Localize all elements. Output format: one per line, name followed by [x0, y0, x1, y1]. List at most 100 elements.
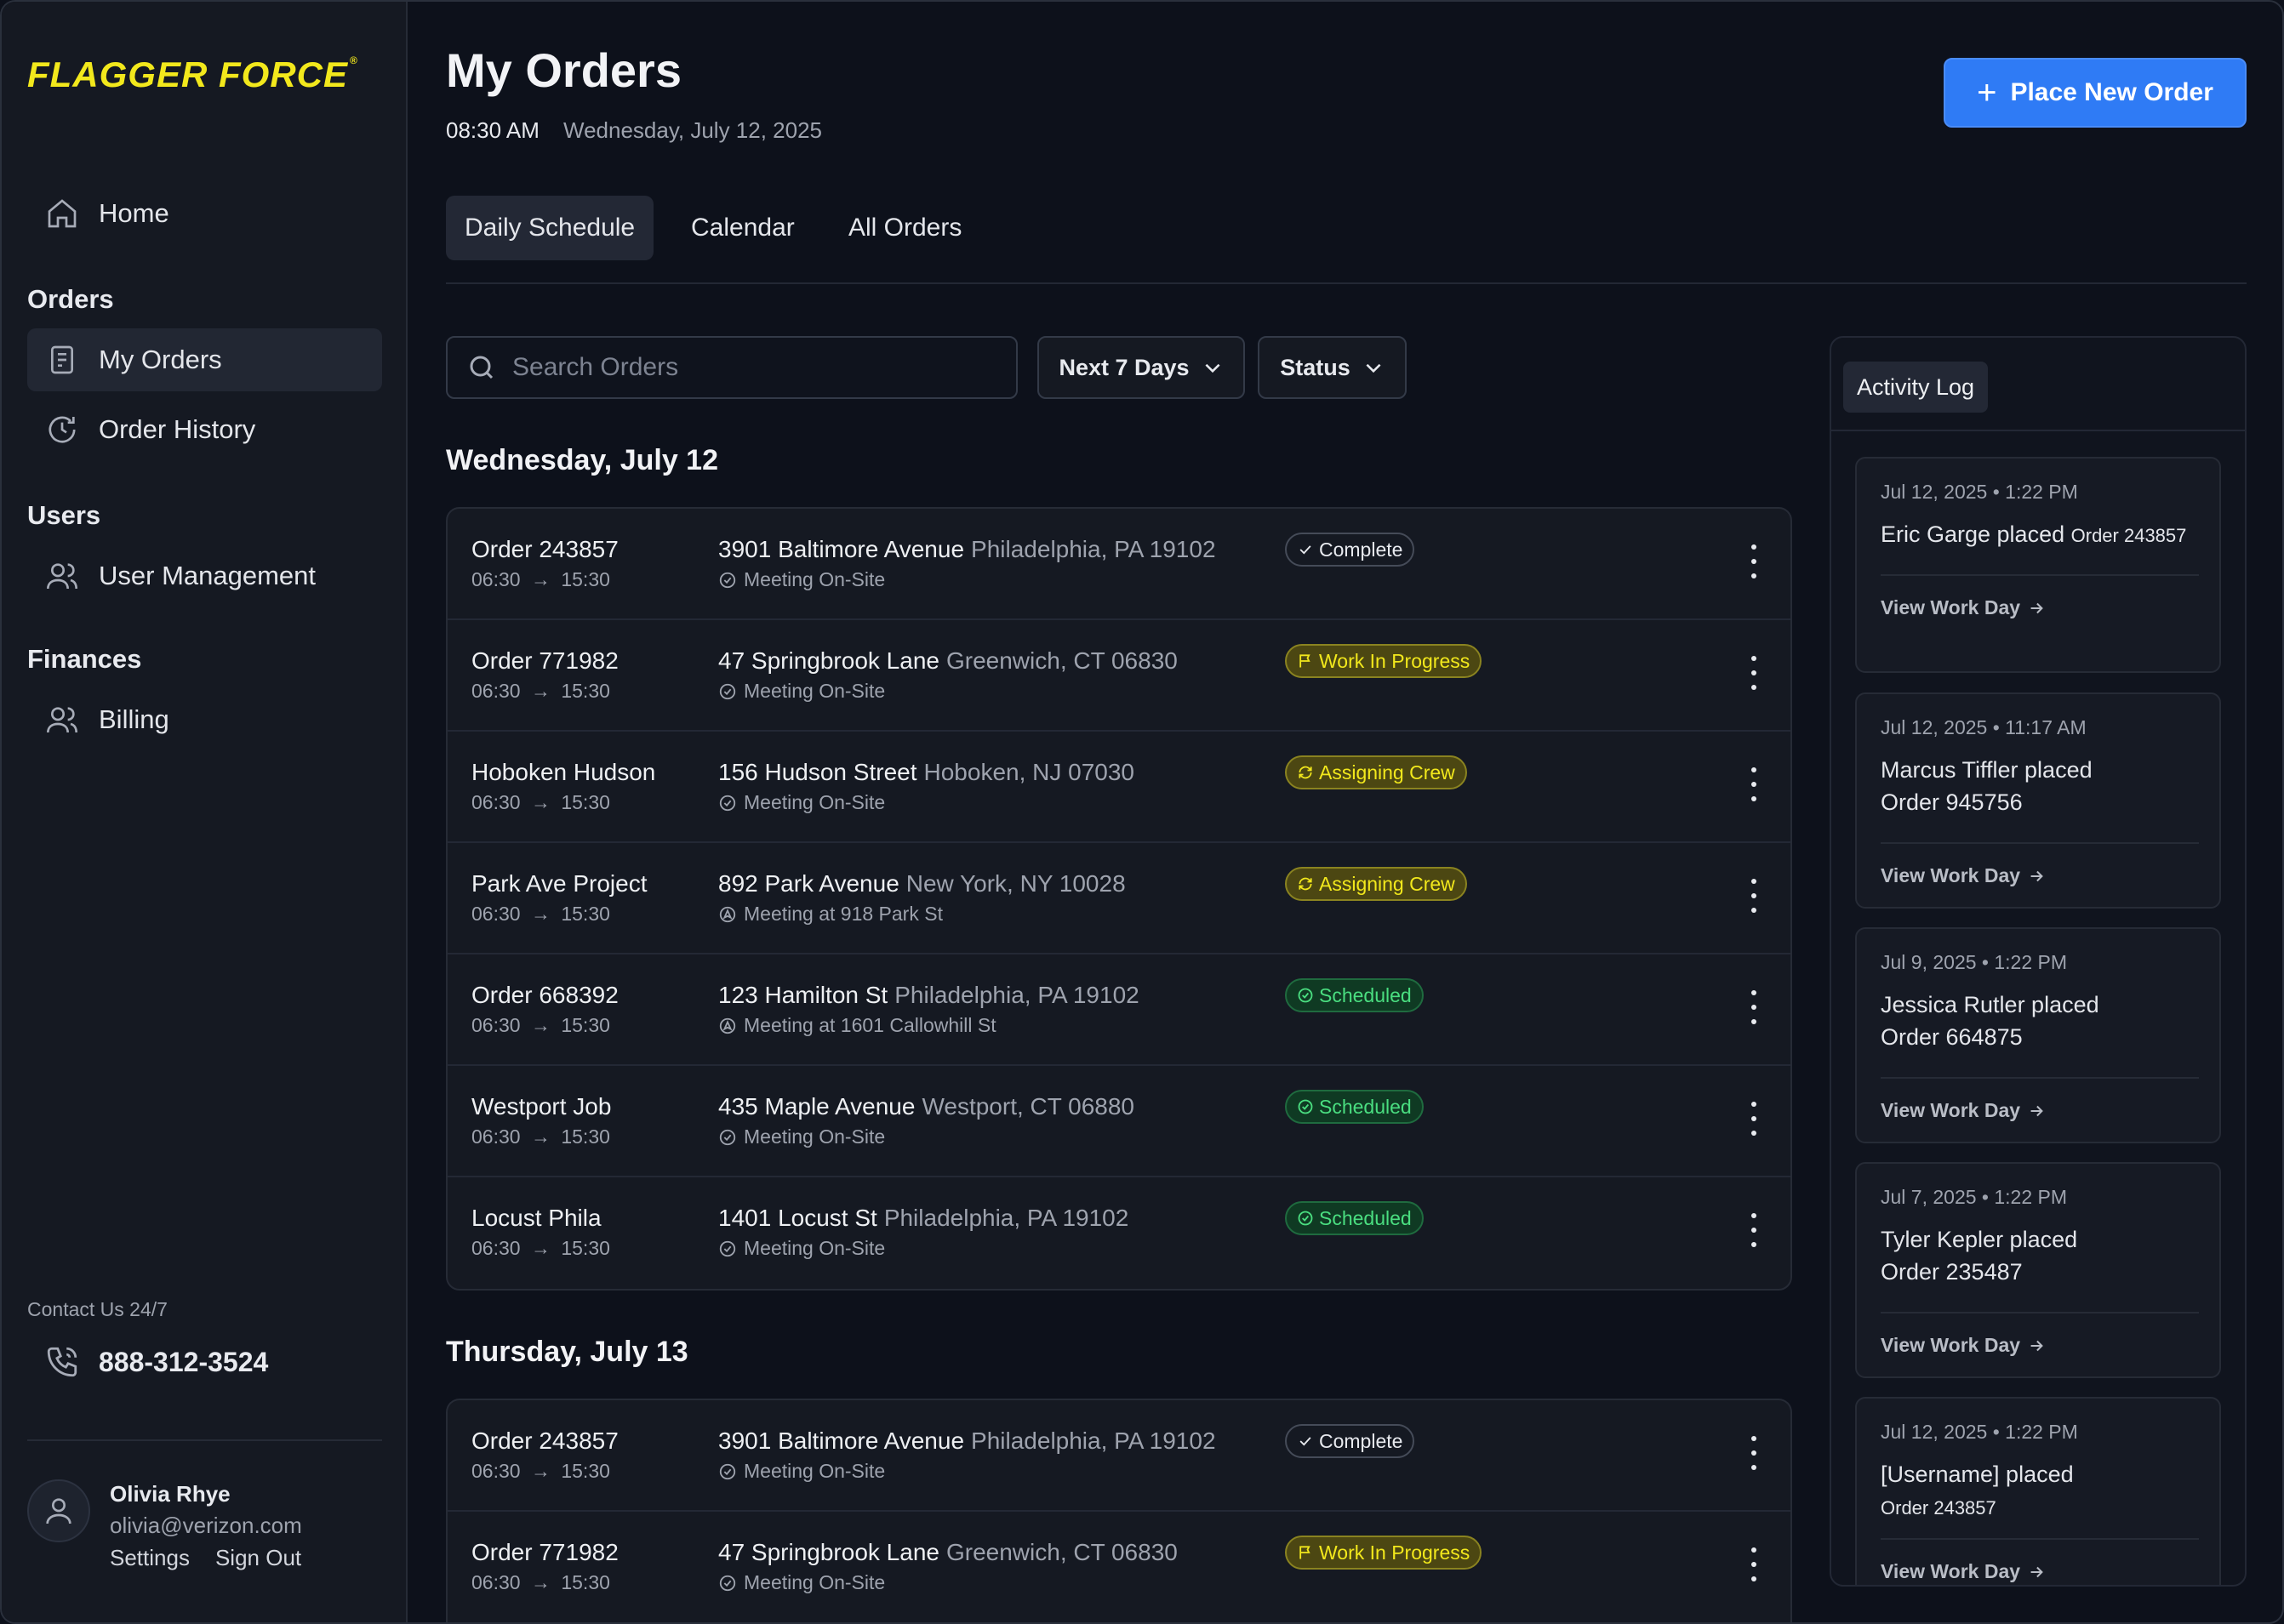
- more-options-icon[interactable]: [1741, 1436, 1767, 1470]
- status-dropdown[interactable]: Status: [1258, 336, 1407, 399]
- search-input[interactable]: [512, 353, 989, 382]
- view-work-day-link[interactable]: View Work Day: [1881, 596, 2046, 619]
- view-work-day-link[interactable]: View Work Day: [1881, 1334, 2046, 1357]
- end-time: 15:30: [561, 1014, 610, 1036]
- divider: [1881, 1312, 2199, 1313]
- activity-order: Order 243857: [1881, 1497, 1996, 1519]
- divider: [1881, 842, 2199, 844]
- order-time: 06:30 → 15:30: [471, 1571, 610, 1594]
- avatar[interactable]: [27, 1479, 90, 1542]
- brand-logo[interactable]: FLAGGER FORCE ®: [27, 54, 358, 94]
- refresh-icon: [1297, 875, 1319, 892]
- order-name: Locust Phila: [471, 1205, 602, 1231]
- meeting-text: Meeting at 1601 Callowhill St: [744, 1014, 996, 1036]
- meeting-info: Meeting On-Site: [718, 1460, 885, 1483]
- sidebar-item-label: Billing: [99, 704, 169, 734]
- sidebar-item-user-management[interactable]: User Management: [27, 544, 382, 607]
- activity-text: Jessica Rutler placed Order 664875: [1881, 989, 2213, 1053]
- status-label: Complete: [1319, 1429, 1403, 1452]
- sidebar-item-label: User Management: [99, 561, 317, 590]
- activity-date: Jul 7, 2025 • 1:22 PM: [1881, 1186, 2068, 1208]
- start-time: 06:30: [471, 1125, 521, 1148]
- more-options-icon[interactable]: [1741, 990, 1767, 1024]
- order-name: Order 243857: [471, 536, 619, 562]
- order-name: Hoboken Hudson: [471, 759, 656, 785]
- sidebar-item-my-orders[interactable]: My Orders: [27, 328, 382, 391]
- street: 47 Springbrook Lane: [718, 1539, 939, 1565]
- check-circle-icon: [718, 1239, 737, 1258]
- tab-calendar[interactable]: Calendar: [691, 214, 795, 242]
- dropdown-value: Status: [1280, 354, 1350, 380]
- activity-order: Order 243857: [2070, 525, 2187, 546]
- table-row[interactable]: Order 771982 06:30 → 15:30 47 Springbroo…: [448, 620, 1790, 732]
- sidebar: FLAGGER FORCE ® Home Orders My Orders Ord…: [2, 2, 408, 1622]
- sidebar-item-label: Order History: [99, 414, 256, 444]
- start-time: 06:30: [471, 1460, 521, 1482]
- end-time: 15:30: [561, 1460, 610, 1482]
- activity-user: Eric Garge placed: [1881, 521, 2065, 547]
- table-row[interactable]: Order 771982 06:30 → 15:30 47 Springbroo…: [448, 1512, 1790, 1622]
- status-badge: Work In Progress: [1285, 1536, 1482, 1570]
- view-work-day-link[interactable]: View Work Day: [1881, 1560, 2046, 1583]
- order-address: 123 Hamilton St Philadelphia, PA 19102: [718, 982, 1139, 1009]
- end-time: 15:30: [561, 1571, 610, 1593]
- flag-icon: [1297, 1544, 1319, 1561]
- activity-text: Tyler Kepler placed Order 235487: [1881, 1223, 2213, 1288]
- activity-item: Jul 12, 2025 • 11:17 AM Marcus Tiffler p…: [1855, 692, 2221, 909]
- settings-link[interactable]: Settings: [110, 1545, 190, 1570]
- end-time: 15:30: [561, 1125, 610, 1148]
- order-address: 1401 Locust St Philadelphia, PA 19102: [718, 1205, 1128, 1232]
- start-time: 06:30: [471, 1237, 521, 1259]
- more-options-icon[interactable]: [1741, 1213, 1767, 1247]
- tab-activity-log[interactable]: Activity Log: [1843, 362, 1989, 413]
- more-options-icon[interactable]: [1741, 879, 1767, 913]
- activity-date: Jul 9, 2025 • 1:22 PM: [1881, 951, 2068, 973]
- table-row[interactable]: Westport Job 06:30 → 15:30 435 Maple Ave…: [448, 1066, 1790, 1177]
- date-range-dropdown[interactable]: Next 7 Days: [1037, 336, 1245, 399]
- plus-icon: +: [1977, 74, 1997, 111]
- table-row[interactable]: Order 243857 06:30 → 15:30 3901 Baltimor…: [448, 1400, 1790, 1512]
- status-badge: Assigning Crew: [1285, 867, 1467, 901]
- activity-text: Marcus Tiffler placed Order 945756: [1881, 754, 2213, 818]
- sidebar-item-billing[interactable]: Billing: [27, 688, 382, 751]
- sidebar-item-home[interactable]: Home: [27, 182, 382, 245]
- check-circle-icon: [718, 1462, 737, 1481]
- check-icon: [1297, 1433, 1319, 1450]
- view-work-day-link[interactable]: View Work Day: [1881, 1099, 2046, 1122]
- check-circle-icon: [718, 794, 737, 812]
- meeting-info: Meeting On-Site: [718, 1125, 885, 1148]
- more-options-icon[interactable]: [1741, 544, 1767, 578]
- table-row[interactable]: Locust Phila 06:30 → 15:30 1401 Locust S…: [448, 1177, 1790, 1289]
- link-label: View Work Day: [1881, 864, 2021, 886]
- order-name: Order 668392: [471, 982, 619, 1008]
- arrow-right-icon: →: [530, 1237, 551, 1259]
- link-label: View Work Day: [1881, 1334, 2021, 1356]
- order-list: Order 243857 06:30 → 15:30 3901 Baltimor…: [446, 1399, 1792, 1622]
- tab-daily-schedule[interactable]: Daily Schedule: [446, 196, 654, 260]
- more-options-icon[interactable]: [1741, 1547, 1767, 1581]
- view-work-day-link[interactable]: View Work Day: [1881, 864, 2046, 887]
- phone-link[interactable]: 888-312-3524: [44, 1344, 268, 1380]
- place-new-order-button[interactable]: + Place New Order: [1944, 58, 2247, 128]
- start-time: 06:30: [471, 903, 521, 925]
- sidebar-item-order-history[interactable]: Order History: [27, 398, 382, 461]
- table-row[interactable]: Order 243857 06:30 → 15:30 3901 Baltimor…: [448, 509, 1790, 620]
- start-time: 06:30: [471, 568, 521, 590]
- table-row[interactable]: Order 668392 06:30 → 15:30 123 Hamilton …: [448, 954, 1790, 1066]
- more-options-icon[interactable]: [1741, 656, 1767, 690]
- activity-item: Jul 9, 2025 • 1:22 PM Jessica Rutler pla…: [1855, 927, 2221, 1143]
- arrow-right-icon: →: [530, 791, 551, 813]
- status-label: Work In Progress: [1319, 649, 1470, 672]
- activity-order: Order 945756: [1881, 789, 2023, 815]
- tab-all-orders[interactable]: All Orders: [848, 214, 962, 242]
- more-options-icon[interactable]: [1741, 767, 1767, 801]
- search-box[interactable]: [446, 336, 1018, 399]
- activity-user: Tyler Kepler placed: [1881, 1227, 2078, 1252]
- order-time: 06:30 → 15:30: [471, 568, 610, 591]
- navigation-icon: [718, 905, 737, 924]
- table-row[interactable]: Hoboken Hudson 06:30 → 15:30 156 Hudson …: [448, 732, 1790, 843]
- sign-out-link[interactable]: Sign Out: [214, 1545, 302, 1570]
- more-options-icon[interactable]: [1741, 1102, 1767, 1136]
- table-row[interactable]: Park Ave Project 06:30 → 15:30 892 Park …: [448, 843, 1790, 954]
- section-users: Users: [27, 500, 101, 530]
